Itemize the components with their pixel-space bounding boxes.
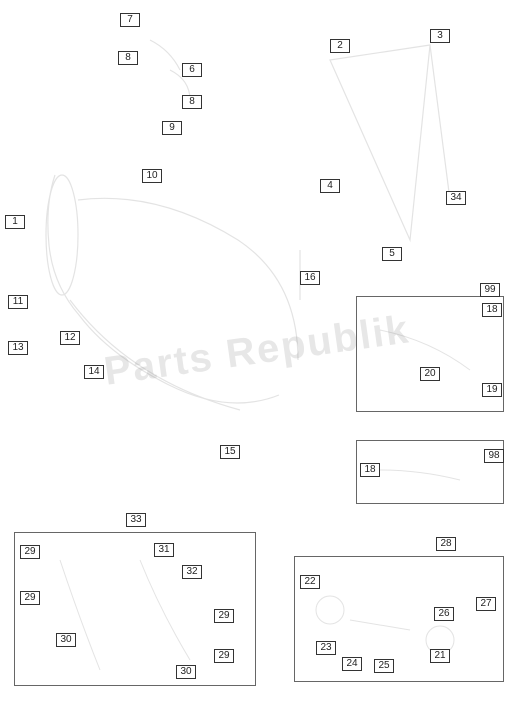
callout-21: 21 <box>429 646 451 666</box>
head-tube <box>46 175 78 295</box>
callout-label: 27 <box>476 597 496 611</box>
callout-34: 34 <box>445 188 467 208</box>
callout-19: 19 <box>481 380 503 400</box>
callout-label: 29 <box>214 609 234 623</box>
callout-label: 16 <box>300 271 320 285</box>
callout-1: 1 <box>4 212 26 232</box>
callout-24: 24 <box>341 654 363 674</box>
callout-label: 18 <box>482 303 502 317</box>
callout-label: 29 <box>214 649 234 663</box>
callout-label: 31 <box>154 543 174 557</box>
callout-8: 8 <box>117 48 139 68</box>
callout-label: 3 <box>430 29 450 43</box>
callout-14: 14 <box>83 362 105 382</box>
subframe <box>330 45 430 240</box>
callout-label: 15 <box>220 445 240 459</box>
callout-22: 22 <box>299 572 321 592</box>
callout-29d: 29 <box>213 646 235 666</box>
callout-label: 28 <box>436 537 456 551</box>
callout-29c: 29 <box>213 606 235 626</box>
callout-33: 33 <box>125 510 147 530</box>
callout-label: 19 <box>482 383 502 397</box>
callout-5: 5 <box>381 244 403 264</box>
callout-label: 32 <box>182 565 202 579</box>
callout-label: 5 <box>382 247 402 261</box>
callout-26: 26 <box>433 604 455 624</box>
callout-15: 15 <box>219 442 241 462</box>
callout-label: 24 <box>342 657 362 671</box>
callout-label: 34 <box>446 191 466 205</box>
group-box-28 <box>294 556 504 682</box>
callout-18b: 18 <box>359 460 381 480</box>
callout-4: 4 <box>319 176 341 196</box>
callout-label: 10 <box>142 169 162 183</box>
callout-18: 18 <box>481 300 503 320</box>
callout-label: 22 <box>300 575 320 589</box>
callout-6: 6 <box>181 60 203 80</box>
callout-99: 99 <box>479 280 501 300</box>
callout-16: 16 <box>299 268 321 288</box>
callout-30b: 30 <box>175 662 197 682</box>
top-spar <box>78 198 298 360</box>
callout-label: 30 <box>56 633 76 647</box>
callout-label: 12 <box>60 331 80 345</box>
callout-28: 28 <box>435 534 457 554</box>
callout-32: 32 <box>181 562 203 582</box>
callout-label: 23 <box>316 641 336 655</box>
callout-label: 98 <box>484 449 504 463</box>
callout-31: 31 <box>153 540 175 560</box>
callout-29a: 29 <box>19 542 41 562</box>
callout-label: 4 <box>320 179 340 193</box>
callout-25: 25 <box>373 656 395 676</box>
callout-20: 20 <box>419 364 441 384</box>
callout-29b: 29 <box>19 588 41 608</box>
callout-11: 11 <box>7 292 29 312</box>
callout-label: 21 <box>430 649 450 663</box>
callout-23: 23 <box>315 638 337 658</box>
callout-label: 7 <box>120 13 140 27</box>
callout-98: 98 <box>483 446 505 466</box>
linkage-a <box>150 40 180 70</box>
callout-9: 9 <box>161 118 183 138</box>
callout-27: 27 <box>475 594 497 614</box>
callout-10: 10 <box>141 166 163 186</box>
callout-label: 11 <box>8 295 28 309</box>
callout-12: 12 <box>59 328 81 348</box>
callout-label: 26 <box>434 607 454 621</box>
callout-8b: 8 <box>181 92 203 112</box>
callout-label: 20 <box>420 367 440 381</box>
callout-label: 8 <box>118 51 138 65</box>
callout-label: 8 <box>182 95 202 109</box>
callout-label: 14 <box>84 365 104 379</box>
callout-label: 99 <box>480 283 500 297</box>
callout-label: 29 <box>20 591 40 605</box>
callout-label: 9 <box>162 121 182 135</box>
callout-label: 13 <box>8 341 28 355</box>
down-tube <box>70 300 240 410</box>
callout-label: 29 <box>20 545 40 559</box>
callout-2: 2 <box>329 36 351 56</box>
callout-label: 6 <box>182 63 202 77</box>
callout-label: 33 <box>126 513 146 527</box>
callout-label: 25 <box>374 659 394 673</box>
callout-label: 18 <box>360 463 380 477</box>
callout-label: 30 <box>176 665 196 679</box>
subframe-strut <box>430 45 450 200</box>
callout-7: 7 <box>119 10 141 30</box>
callout-3: 3 <box>429 26 451 46</box>
callout-label: 2 <box>330 39 350 53</box>
callout-30a: 30 <box>55 630 77 650</box>
callout-label: 1 <box>5 215 25 229</box>
callout-13: 13 <box>7 338 29 358</box>
